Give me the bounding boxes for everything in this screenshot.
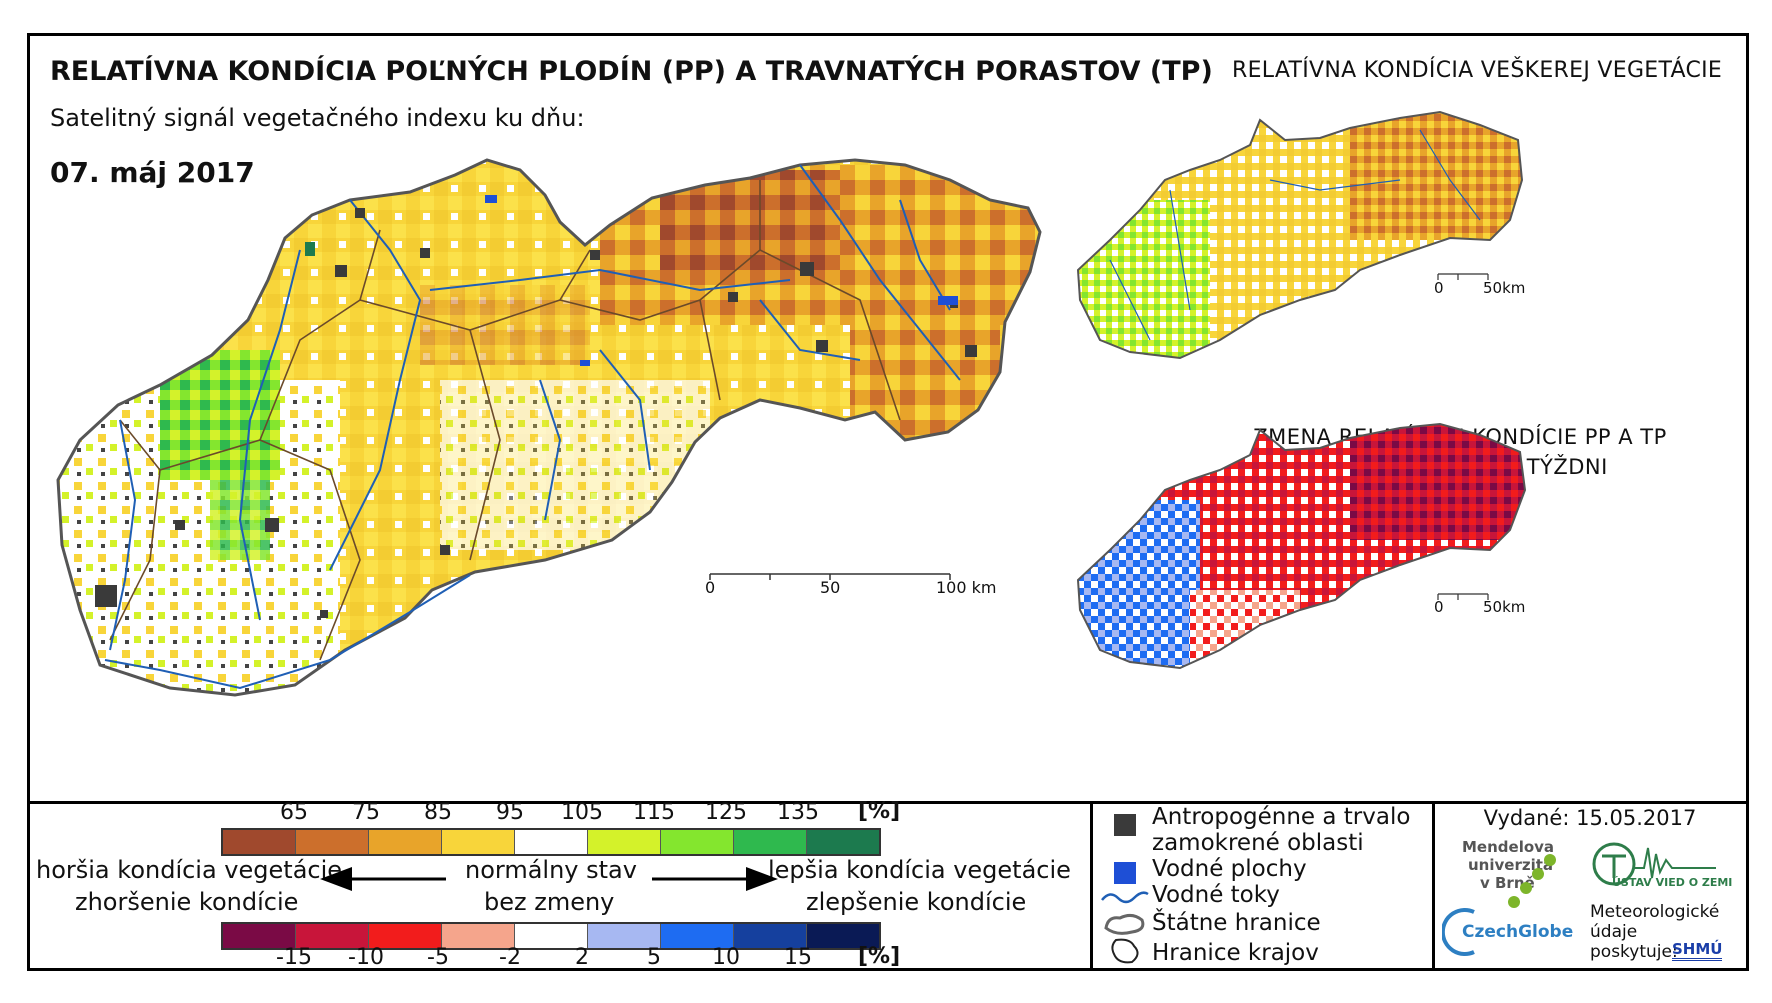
cond-tick: 115 xyxy=(633,800,675,825)
label-normal: normálny stav xyxy=(465,856,637,884)
cond-swatch xyxy=(369,830,442,854)
mendel-logo-line2: univerzita xyxy=(1468,856,1554,874)
water-body-swatch xyxy=(1114,862,1136,884)
mendel-logo-line1: Mendelova xyxy=(1462,838,1555,856)
main-scale-bar xyxy=(709,573,951,580)
date-label: 07. máj 2017 xyxy=(50,156,255,189)
legend-region-border: Hranice krajov xyxy=(1152,940,1319,966)
cond-swatch xyxy=(807,830,879,854)
label-improving: zlepšenie kondície xyxy=(806,888,1027,916)
subtitle: Satelitný signál vegetačného indexu ku d… xyxy=(50,104,585,132)
cond-tick: 85 xyxy=(424,800,452,825)
cond-tick: 75 xyxy=(352,800,380,825)
change-swatch xyxy=(515,924,588,948)
map-frame xyxy=(27,33,1749,971)
change-tick: 5 xyxy=(647,945,661,970)
cond-tick: 95 xyxy=(496,800,524,825)
change-swatch xyxy=(296,924,369,948)
inset-title-all-vegetation: RELATÍVNA KONDÍCIA VEŠKEREJ VEGETÁCIE xyxy=(1232,58,1723,83)
cond-tick: 65 xyxy=(280,800,308,825)
inset2-scale-tick-0: 0 xyxy=(1434,598,1444,616)
change-swatch xyxy=(442,924,515,948)
uvz-logo-icon xyxy=(1592,842,1716,886)
inset-change-map xyxy=(1076,422,1527,670)
change-unit: [%] xyxy=(858,944,901,969)
label-better: lepšia kondícia vegetácie xyxy=(768,856,1071,884)
uvz-logo-text: ÚSTAV VIED O ZEMI xyxy=(1612,876,1733,889)
arrow-right-icon xyxy=(652,867,778,891)
change-color-scale xyxy=(221,922,881,950)
change-swatch xyxy=(734,924,807,948)
cond-swatch xyxy=(588,830,661,854)
legend-water-bodies: Vodné plochy xyxy=(1152,856,1307,882)
change-tick: -5 xyxy=(427,945,449,970)
main-scale-tick-0: 0 xyxy=(705,578,716,597)
change-tick: 15 xyxy=(784,945,812,970)
main-scale-tick-100: 100 km xyxy=(936,578,997,597)
change-swatch xyxy=(369,924,442,948)
meteo-line3: poskytuje: xyxy=(1590,942,1678,962)
legend-anthro-line2: zamokrené oblasti xyxy=(1152,830,1364,856)
anthropogenic-swatch xyxy=(1114,814,1136,836)
cond-tick: 125 xyxy=(705,800,747,825)
legend-divider-2 xyxy=(1432,801,1435,971)
cond-tick: 135 xyxy=(777,800,819,825)
shmu-logo: SHMÚ xyxy=(1672,940,1723,961)
inset2-scale-tick-50: 50km xyxy=(1483,598,1526,616)
inset2-scale-bar xyxy=(1437,593,1489,600)
change-swatch xyxy=(223,924,296,948)
region-border-icon xyxy=(1111,938,1139,964)
mendel-dots-icon xyxy=(1508,854,1556,908)
river-line-icon xyxy=(1101,891,1149,904)
inset-all-vegetation-map xyxy=(1076,110,1524,360)
change-tick: -10 xyxy=(348,945,384,970)
issued-date: Vydané: 15.05.2017 xyxy=(1483,806,1697,830)
meteo-line1: Meteorologické xyxy=(1590,902,1720,922)
legend-divider xyxy=(27,801,1749,804)
change-tick: -2 xyxy=(499,945,521,970)
change-swatch xyxy=(661,924,734,948)
cond-tick: 105 xyxy=(561,800,603,825)
czechglobe-logo-text: CzechGlobe xyxy=(1462,922,1574,942)
czechglobe-logo-icon xyxy=(1442,908,1475,956)
cond-swatch xyxy=(734,830,807,854)
change-tick: -15 xyxy=(276,945,312,970)
cond-unit: [%] xyxy=(858,799,901,824)
inset1-scale-tick-50: 50km xyxy=(1483,279,1526,297)
meteo-line2: údaje xyxy=(1590,922,1638,942)
legend-anthro-line1: Antropogénne a trvalo xyxy=(1152,804,1411,830)
cond-swatch xyxy=(223,830,296,854)
main-scale-tick-50: 50 xyxy=(820,578,841,597)
cond-swatch xyxy=(515,830,588,854)
cond-swatch xyxy=(442,830,515,854)
label-worsening: zhoršenie kondície xyxy=(75,888,299,916)
legend-divider-1 xyxy=(1090,801,1093,971)
label-worse: horšia kondícia vegetácie xyxy=(36,856,343,884)
legend-state-border: Štátne hranice xyxy=(1152,910,1321,936)
change-swatch xyxy=(807,924,879,948)
inset1-scale-tick-0: 0 xyxy=(1434,279,1444,297)
arrow-left-icon xyxy=(320,867,446,891)
condition-color-scale xyxy=(221,828,881,856)
main-title: RELATÍVNA KONDÍCIA POĽNÝCH PLODÍN (PP) A… xyxy=(50,56,1213,87)
cond-swatch xyxy=(661,830,734,854)
cond-swatch xyxy=(296,830,369,854)
legend-rivers: Vodné toky xyxy=(1152,882,1280,908)
state-border-icon xyxy=(1104,913,1145,935)
change-tick: 10 xyxy=(712,945,740,970)
inset1-scale-bar xyxy=(1437,273,1489,280)
label-nochange: bez zmeny xyxy=(484,888,615,916)
change-tick: 2 xyxy=(575,945,589,970)
change-swatch xyxy=(588,924,661,948)
